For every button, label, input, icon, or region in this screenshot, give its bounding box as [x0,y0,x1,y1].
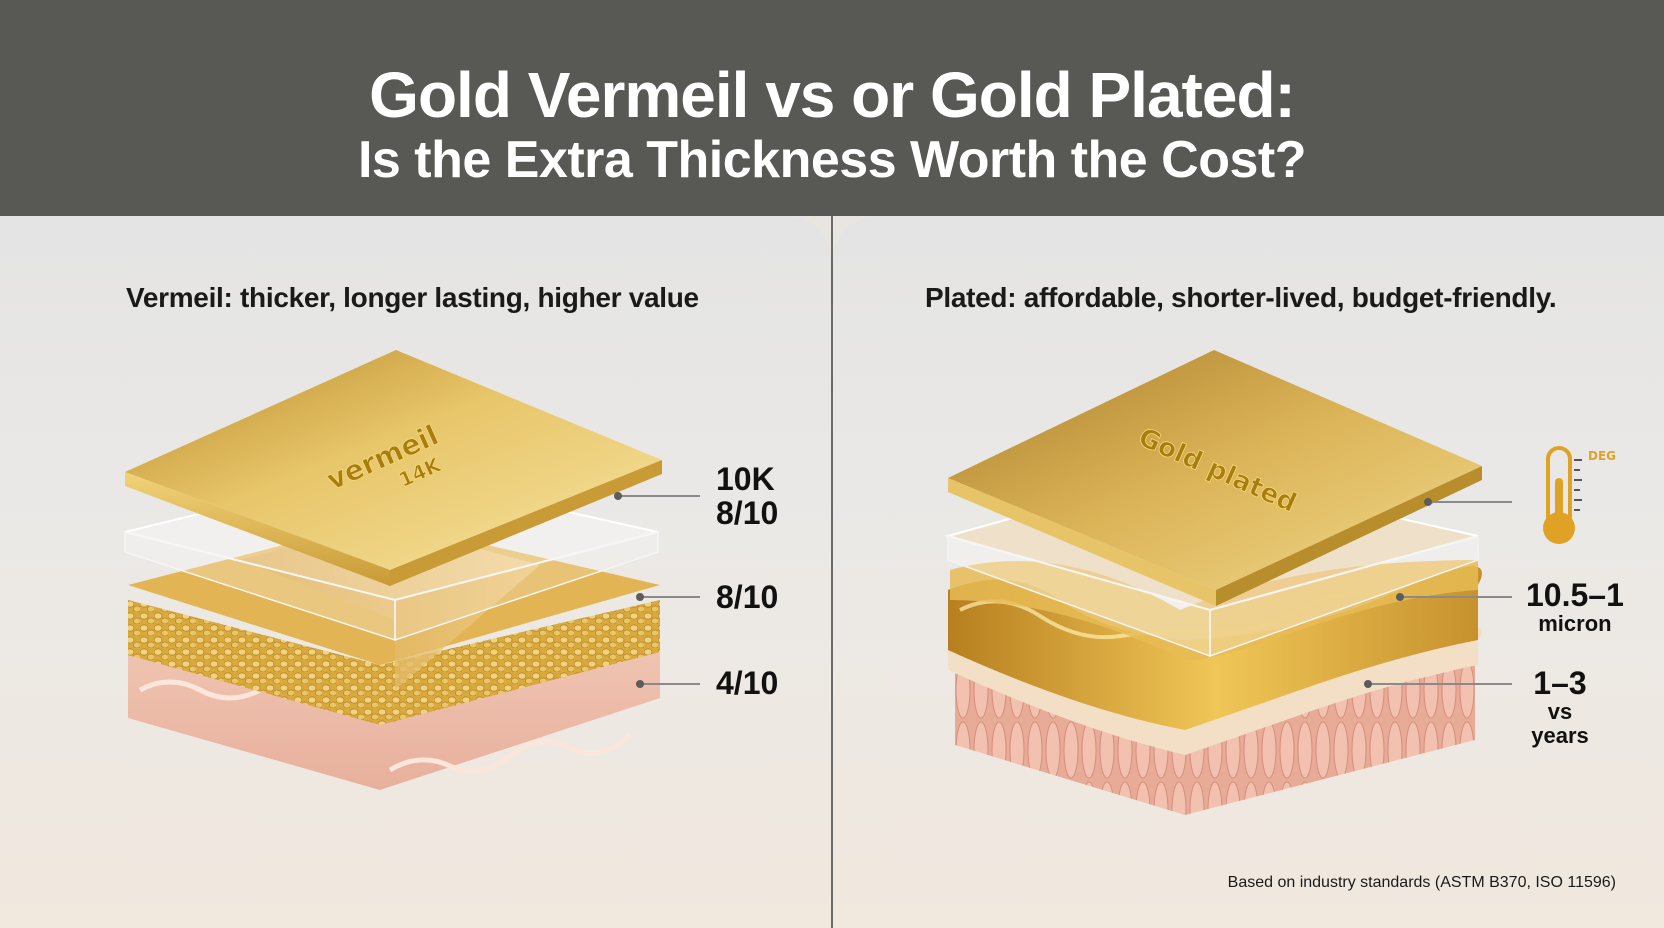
plated-layer-diagram: Gold plated DEG [944,350,1616,815]
panel-divider [831,216,833,928]
plated-top-plate: Gold plated [948,350,1482,606]
vermeil-bottom-callout: 4/10 [716,665,779,701]
lifespan-value: 1–3 [1533,665,1587,701]
thickness-value: 10.5–1 [1526,577,1624,613]
vermeil-top-callout: 10K 8/10 [716,462,778,530]
thermometer-label: DEG [1588,449,1616,463]
plated-caption: Plated: affordable, shorter-lived, budge… [925,282,1557,313]
vermeil-caption: Vermeil: thicker, longer lasting, higher… [126,282,699,313]
thermometer-icon: DEG [1543,446,1616,544]
amber-interior [240,522,540,690]
top-rating: 8/10 [716,495,779,531]
vermeil-middle-callout: 8/10 [716,579,779,615]
textured-gold-layer [948,560,1482,730]
lifespan-unit: vs years [1531,699,1589,748]
page-title: Gold Vermeil vs or Gold Plated: [369,59,1296,131]
plated-leader-lines [1368,501,1512,685]
vermeil-leader-lines [618,495,700,685]
plated-lifespan-callout: 1–3 vs years [1520,666,1600,748]
thickness-unit: micron [1538,611,1612,636]
cream-layer [948,627,1482,755]
vermeil-layer-diagram: vermeil 14K [124,350,700,790]
plated-thickness-callout: 10.5–1 micron [1526,578,1624,636]
page-subtitle: Is the Extra Thickness Worth the Cost? [357,131,1307,189]
header-banner: Gold Vermeil vs or Gold Plated: Is the E… [0,0,1664,216]
vermeil-top-plate: vermeil 14K [125,350,662,586]
karat-value: 10K [716,461,775,497]
source-footnote: Based on industry standards (ASTM B370, … [1227,874,1616,891]
